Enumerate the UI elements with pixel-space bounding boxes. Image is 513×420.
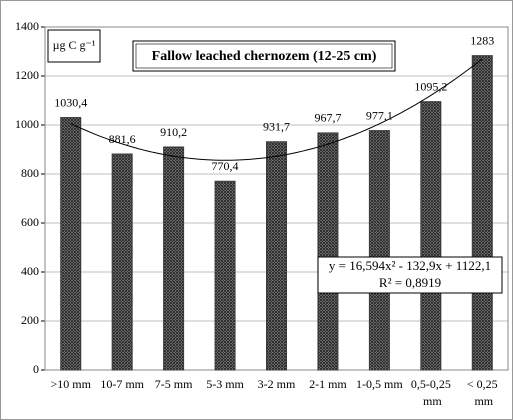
value-label: 1283 bbox=[470, 33, 494, 47]
y-tick-label: 1400 bbox=[15, 19, 39, 33]
x-tick-label: 7-5 mm bbox=[155, 377, 193, 391]
y-tick-label: 200 bbox=[21, 313, 39, 327]
bar bbox=[266, 141, 287, 371]
x-tick-label: 3-2 mm bbox=[258, 377, 296, 391]
bar bbox=[368, 130, 390, 371]
trendline bbox=[70, 58, 483, 161]
x-tick-label: 2-1 mm bbox=[309, 377, 347, 391]
x-tick-label: 0,5-0,25 mm bbox=[411, 377, 451, 408]
trend-equation: y = 16,594x² - 132,9x + 1122,1 bbox=[329, 258, 491, 273]
title-box bbox=[132, 40, 396, 72]
bar bbox=[111, 153, 133, 371]
x-tick-label: 1-0,5 mm bbox=[356, 377, 403, 391]
title-box-inner bbox=[135, 43, 393, 69]
x-tick-label: >10 mm bbox=[51, 377, 92, 391]
bar bbox=[214, 180, 236, 371]
bar bbox=[60, 117, 82, 371]
value-label: 977,1 bbox=[366, 108, 393, 122]
x-tick-label: < 0,25 mm bbox=[467, 377, 498, 408]
y-tick-label: 0 bbox=[33, 362, 39, 376]
y-tick-label: 600 bbox=[21, 215, 39, 229]
bar bbox=[471, 55, 493, 371]
value-label: 1030,4 bbox=[54, 95, 87, 109]
value-label: 770,4 bbox=[212, 159, 239, 173]
value-label: 931,7 bbox=[263, 119, 290, 133]
equation-box bbox=[317, 256, 503, 294]
value-label: 967,7 bbox=[314, 111, 341, 125]
y-tick-label: 1000 bbox=[15, 117, 39, 131]
trend-r2: R² = 0,8919 bbox=[379, 275, 441, 290]
unit-label: µg C g⁻¹ bbox=[53, 38, 96, 52]
y-tick-label: 1200 bbox=[15, 68, 39, 82]
value-label: 1095,2 bbox=[414, 79, 447, 93]
y-tick-label: 800 bbox=[21, 166, 39, 180]
bar bbox=[163, 146, 185, 371]
bar bbox=[420, 101, 442, 371]
bar bbox=[317, 132, 339, 371]
x-tick-label: 5-3 mm bbox=[206, 377, 244, 391]
unit-box bbox=[47, 29, 101, 63]
y-tick-label: 400 bbox=[21, 264, 39, 278]
chart-title: Fallow leached chernozem (12-25 cm) bbox=[152, 49, 377, 64]
value-label: 910,2 bbox=[160, 125, 187, 139]
x-tick-label: 10-7 mm bbox=[100, 377, 144, 391]
value-label: 881,6 bbox=[109, 132, 136, 146]
